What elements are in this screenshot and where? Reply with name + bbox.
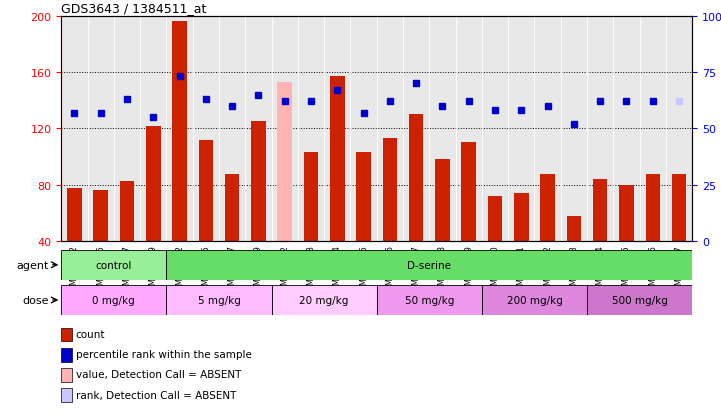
Bar	[146, 126, 161, 242]
Bar	[304, 153, 318, 242]
Text: dose: dose	[22, 295, 49, 305]
Bar	[409, 115, 423, 242]
Bar	[167, 285, 272, 315]
Bar	[251, 122, 265, 242]
Bar	[377, 285, 482, 315]
Bar	[619, 185, 634, 242]
Bar	[482, 285, 587, 315]
Bar	[172, 22, 187, 242]
Text: agent: agent	[17, 260, 49, 270]
Bar	[356, 153, 371, 242]
Bar	[383, 139, 397, 242]
Text: value, Detection Call = ABSENT: value, Detection Call = ABSENT	[76, 370, 241, 380]
Text: count: count	[76, 329, 105, 339]
Bar	[225, 174, 239, 242]
Bar	[435, 160, 450, 242]
Text: GDS3643 / 1384511_at: GDS3643 / 1384511_at	[61, 2, 207, 15]
Bar	[94, 191, 108, 242]
Bar	[272, 285, 376, 315]
Bar	[198, 140, 213, 242]
Bar	[540, 174, 555, 242]
Text: control: control	[96, 260, 132, 270]
Text: percentile rank within the sample: percentile rank within the sample	[76, 349, 252, 359]
Text: 50 mg/kg: 50 mg/kg	[404, 295, 454, 305]
Text: 20 mg/kg: 20 mg/kg	[299, 295, 349, 305]
Bar	[61, 348, 72, 362]
Bar	[120, 181, 134, 242]
Bar	[461, 143, 476, 242]
Bar	[67, 188, 81, 242]
Bar	[593, 180, 607, 242]
Text: 500 mg/kg: 500 mg/kg	[611, 295, 668, 305]
Bar	[514, 194, 528, 242]
Bar	[672, 174, 686, 242]
Text: D-serine: D-serine	[407, 260, 451, 270]
Bar	[167, 250, 692, 280]
Text: 5 mg/kg: 5 mg/kg	[198, 295, 240, 305]
Bar	[330, 77, 345, 242]
Bar	[587, 285, 692, 315]
Text: 0 mg/kg: 0 mg/kg	[92, 295, 136, 305]
Bar	[61, 328, 72, 342]
Text: 200 mg/kg: 200 mg/kg	[507, 295, 562, 305]
Bar	[61, 388, 72, 402]
Text: rank, Detection Call = ABSENT: rank, Detection Call = ABSENT	[76, 390, 236, 400]
Bar	[645, 174, 660, 242]
Bar	[278, 83, 292, 242]
Bar	[61, 368, 72, 382]
Bar	[61, 285, 167, 315]
Bar	[61, 250, 167, 280]
Bar	[488, 197, 503, 242]
Bar	[567, 216, 581, 242]
